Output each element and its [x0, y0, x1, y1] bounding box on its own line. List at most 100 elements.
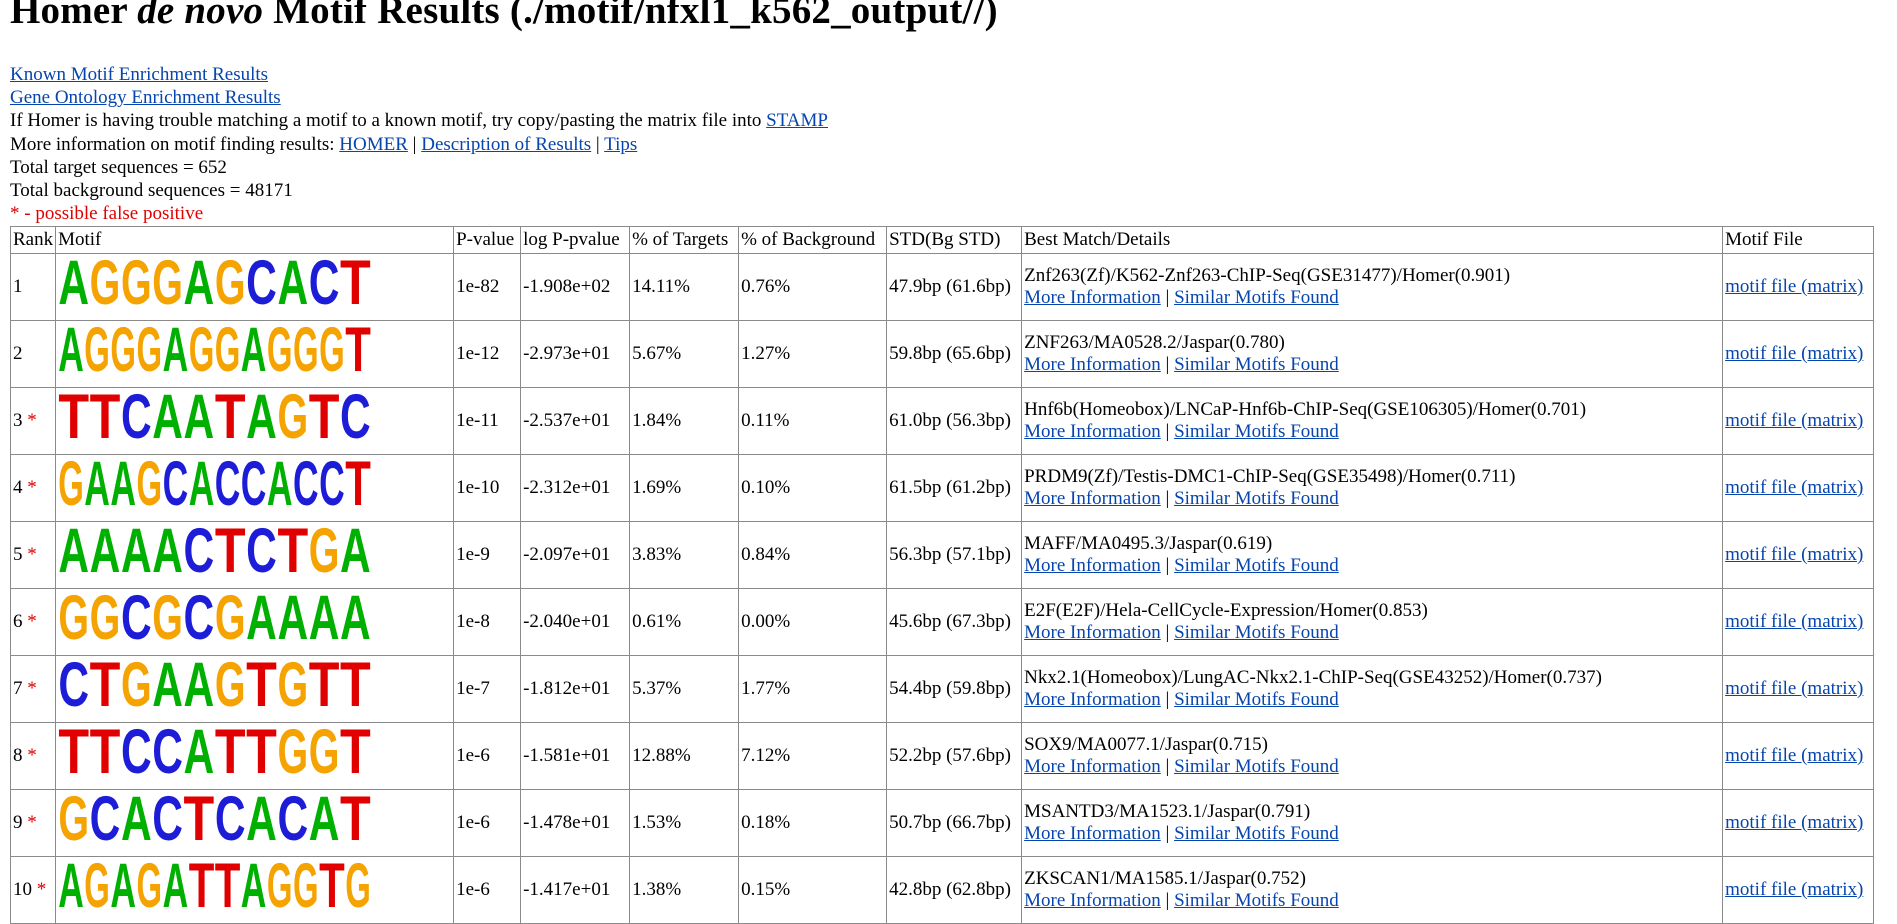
col-background: % of Background [738, 226, 888, 254]
logp-cell: -2.973e+01 [520, 320, 631, 388]
description-link[interactable]: Description of Results [421, 133, 592, 155]
background-cell: 7.12% [738, 722, 888, 790]
similar-motifs-link[interactable]: Similar Motifs Found [1174, 756, 1339, 777]
rank-value: 5 [13, 544, 23, 565]
more-information-link[interactable]: More Information [1024, 287, 1161, 308]
std-cell: 42.8bp (62.8bp) [886, 856, 1023, 924]
rank-value: 7 [13, 678, 23, 699]
more-information-link[interactable]: More Information [1024, 488, 1161, 509]
pvalue-cell: 1e-6 [453, 856, 522, 924]
logo-letter-a: A [246, 390, 277, 452]
logo-letter-c: C [58, 658, 89, 720]
similar-motifs-link[interactable]: Similar Motifs Found [1174, 354, 1339, 375]
pvalue-cell: 1e-7 [453, 655, 522, 723]
motif-file-link[interactable]: motif file (matrix) [1725, 879, 1864, 900]
background-cell: 0.76% [738, 253, 888, 321]
logo-letter-g: G [215, 256, 246, 318]
motif-file-cell: motif file (matrix) [1722, 387, 1874, 455]
logo-letter-t: T [90, 658, 121, 720]
gene-ontology-link[interactable]: Gene Ontology Enrichment Results [10, 87, 281, 109]
best-match-name: PRDM9(Zf)/Testis-DMC1-ChIP-Seq(GSE35498)… [1024, 466, 1516, 487]
motif-file-cell: motif file (matrix) [1722, 320, 1874, 388]
background-cell: 0.00% [738, 588, 888, 656]
best-match-cell: ZKSCAN1/MA1585.1/Jaspar(0.752) More Infor… [1021, 856, 1724, 924]
similar-motifs-link[interactable]: Similar Motifs Found [1174, 421, 1339, 442]
motif-file-link[interactable]: motif file (matrix) [1725, 276, 1864, 297]
pvalue-cell: 1e-9 [453, 521, 522, 589]
rank-value: 1 [13, 276, 23, 297]
motif-file-link[interactable]: motif file (matrix) [1725, 678, 1864, 699]
motif-file-link[interactable]: motif file (matrix) [1725, 477, 1864, 498]
logo-letter-a: A [84, 457, 110, 519]
more-information-link[interactable]: More Information [1024, 823, 1161, 844]
motif-file-cell: motif file (matrix) [1722, 454, 1874, 522]
rank-value: 10 [13, 879, 32, 900]
motif-file-cell: motif file (matrix) [1722, 856, 1874, 924]
background-cell: 0.18% [738, 789, 888, 857]
more-information-link[interactable]: More Information [1024, 421, 1161, 442]
logo-letter-c: C [121, 591, 152, 653]
logo-letter-c: C [184, 591, 215, 653]
logo-letter-g: G [309, 725, 340, 787]
stamp-line: If Homer is having trouble matching a mo… [10, 110, 828, 132]
logp-cell: -2.312e+01 [520, 454, 631, 522]
background-cell: 1.27% [738, 320, 888, 388]
pvalue-cell: 1e-10 [453, 454, 522, 522]
logo-letter-a: A [340, 524, 371, 586]
motif-file-link[interactable]: motif file (matrix) [1725, 812, 1864, 833]
best-match-name: Hnf6b(Homeobox)/LNCaP-Hnf6b-ChIP-Seq(GSE… [1024, 399, 1587, 420]
more-information-link[interactable]: More Information [1024, 689, 1161, 710]
logo-letter-c: C [319, 457, 345, 519]
false-positive-star: * [27, 544, 37, 565]
logo-letter-a: A [267, 457, 293, 519]
logo-letter-t: T [340, 725, 371, 787]
similar-motifs-link[interactable]: Similar Motifs Found [1174, 287, 1339, 308]
logo-letter-a: A [152, 524, 183, 586]
similar-motifs-link[interactable]: Similar Motifs Found [1174, 555, 1339, 576]
logo-letter-a: A [58, 859, 84, 921]
targets-cell: 1.84% [629, 387, 740, 455]
more-information-link[interactable]: More Information [1024, 756, 1161, 777]
background-cell: 0.11% [738, 387, 888, 455]
motif-file-cell: motif file (matrix) [1722, 521, 1874, 589]
logo-letter-c: C [121, 390, 152, 452]
similar-motifs-link[interactable]: Similar Motifs Found [1174, 488, 1339, 509]
more-information-link[interactable]: More Information [1024, 354, 1161, 375]
logo-letter-g: G [121, 658, 152, 720]
motif-file-link[interactable]: motif file (matrix) [1725, 410, 1864, 431]
homer-link[interactable]: HOMER [339, 133, 408, 155]
rank-value: 8 [13, 745, 23, 766]
best-match-cell: Hnf6b(Homeobox)/LNCaP-Hnf6b-ChIP-Seq(GSE… [1021, 387, 1724, 455]
tips-link[interactable]: Tips [604, 133, 638, 155]
more-information-link[interactable]: More Information [1024, 890, 1161, 911]
pvalue-cell: 1e-12 [453, 320, 522, 388]
more-information-link[interactable]: More Information [1024, 622, 1161, 643]
more-information-link[interactable]: More Information [1024, 555, 1161, 576]
false-positive-star: * [27, 678, 37, 699]
logo-letter-g: G [293, 859, 319, 921]
logo-letter-a: A [152, 390, 183, 452]
best-match-name: E2F(E2F)/Hela-CellCycle-Expression/Homer… [1024, 600, 1428, 621]
targets-cell: 1.53% [629, 789, 740, 857]
stamp-link[interactable]: STAMP [766, 110, 828, 132]
motif-file-link[interactable]: motif file (matrix) [1725, 544, 1864, 565]
best-match-name: ZNF263/MA0528.2/Jaspar(0.780) [1024, 332, 1285, 353]
similar-motifs-link[interactable]: Similar Motifs Found [1174, 689, 1339, 710]
similar-motifs-link[interactable]: Similar Motifs Found [1174, 890, 1339, 911]
motif-file-link[interactable]: motif file (matrix) [1725, 745, 1864, 766]
similar-motifs-link[interactable]: Similar Motifs Found [1174, 823, 1339, 844]
col-targets: % of Targets [629, 226, 740, 254]
similar-motifs-link[interactable]: Similar Motifs Found [1174, 622, 1339, 643]
logo-letter-t: T [215, 859, 241, 921]
motif-file-link[interactable]: motif file (matrix) [1725, 611, 1864, 632]
col-pvalue: P-value [453, 226, 522, 254]
background-cell: 0.84% [738, 521, 888, 589]
known-motif-link[interactable]: Known Motif Enrichment Results [10, 64, 269, 85]
best-match-cell: Znf263(Zf)/K562-Znf263-ChIP-Seq(GSE31477… [1021, 253, 1724, 321]
motif-file-link[interactable]: motif file (matrix) [1725, 343, 1864, 364]
targets-cell: 1.38% [629, 856, 740, 924]
logo-letter-c: C [163, 457, 189, 519]
